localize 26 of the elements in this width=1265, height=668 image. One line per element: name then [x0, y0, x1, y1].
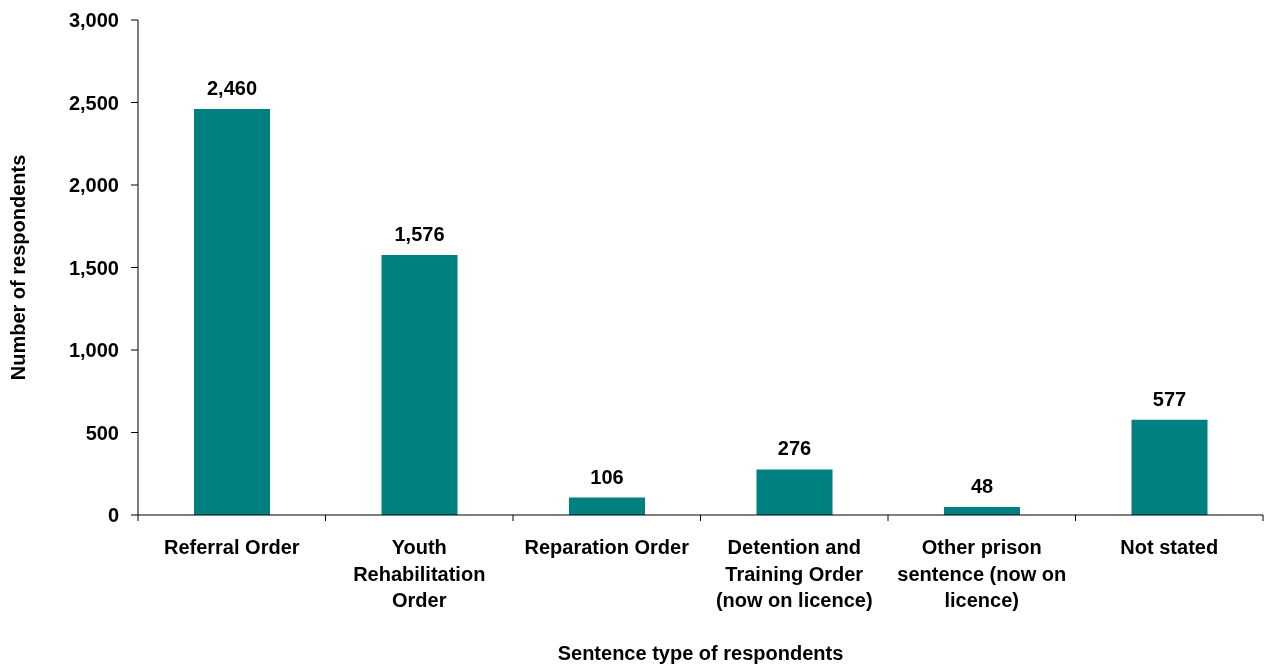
- y-tick-label: 2,000: [68, 174, 119, 197]
- data-label: 48: [970, 475, 994, 498]
- x-axis-title: Sentence type of respondents: [557, 642, 844, 664]
- data-label: 2,460: [206, 77, 258, 100]
- y-tick-label: 0: [107, 504, 119, 527]
- data-label: 276: [777, 437, 812, 460]
- y-axis-title: Number of respondents: [7, 154, 29, 381]
- x-tick-label: Other prison sentence (now on licence): [897, 536, 1067, 612]
- x-tick-label: Youth Rehabilitation Order: [353, 536, 486, 612]
- data-label: 106: [590, 465, 624, 488]
- data-label: 1,576: [394, 222, 445, 245]
- y-tick-label: 3,000: [68, 9, 119, 32]
- bar: [194, 109, 270, 515]
- y-tick-label: 1,000: [68, 339, 119, 362]
- y-tick-label: 500: [85, 421, 119, 444]
- bar: [569, 497, 645, 515]
- bar: [1131, 419, 1208, 515]
- x-tick-label: Detention and Training Order (now on licence): [715, 536, 873, 612]
- data-label: 577: [1152, 387, 1187, 410]
- x-tick-label: Not stated: [1120, 536, 1219, 559]
- y-tick-label: 2,500: [68, 91, 119, 114]
- bar: [381, 254, 458, 515]
- x-tick-label: Reparation Order: [524, 536, 690, 559]
- y-tick-label: 1,500: [68, 256, 119, 279]
- x-tick-label: Referral Order: [163, 536, 300, 559]
- bar: [756, 469, 833, 515]
